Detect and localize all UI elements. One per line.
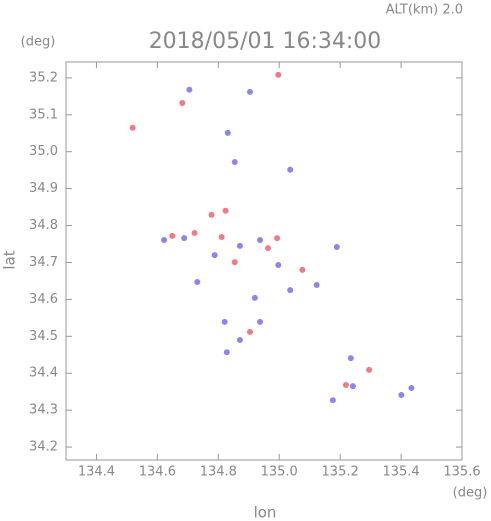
echo-point [246, 88, 253, 95]
echo-point [221, 318, 228, 325]
echo-point [287, 287, 294, 294]
echo-point [257, 318, 264, 325]
echo-point [275, 262, 282, 269]
y-tick-label: 35.2 [29, 70, 58, 85]
y-tick-label: 34.8 [29, 218, 58, 233]
altitude-label: ALT(km) 2.0 [386, 3, 463, 18]
x-tick-label: 135.0 [261, 465, 298, 480]
echo-point [274, 235, 281, 242]
echo-point [161, 236, 168, 243]
echo-point [186, 86, 193, 93]
y-tick-label: 34.9 [29, 181, 58, 196]
echo-point [218, 234, 225, 241]
y-tick-label: 35.1 [29, 107, 58, 122]
echo-point [246, 328, 253, 335]
echo-point [169, 232, 176, 239]
echo-point [236, 242, 243, 249]
x-tick-label: 134.4 [78, 465, 115, 480]
echo-point [179, 99, 186, 106]
echo-point [313, 281, 320, 288]
echo-point [251, 294, 258, 301]
echo-point [287, 166, 294, 173]
y-axis-label: lat [1, 250, 19, 269]
echo-point [333, 243, 340, 250]
echo-point [211, 252, 218, 259]
x-unit: (deg) [453, 486, 488, 501]
echo-point [257, 236, 264, 243]
echo-point [223, 349, 230, 356]
echo-point [231, 159, 238, 166]
echo-point [231, 259, 238, 266]
echo-point [349, 383, 356, 390]
echo-point [366, 366, 373, 373]
echo-point [129, 124, 136, 131]
chart-title: 2018/05/01 16:34:00 [149, 29, 382, 54]
x-tick-label: 135.6 [443, 465, 480, 480]
echo-point [408, 385, 415, 392]
x-tick-label: 134.6 [139, 465, 176, 480]
echo-point [208, 211, 215, 218]
echo-point [299, 266, 306, 273]
x-axis-label: lon [254, 504, 277, 521]
y-unit: (deg) [21, 35, 56, 50]
echo-point [224, 129, 231, 136]
y-tick-label: 34.6 [29, 292, 58, 307]
echo-point [191, 229, 198, 236]
echo-point [194, 279, 201, 286]
y-tick-label: 34.2 [29, 440, 58, 455]
echo-point [222, 207, 229, 214]
y-tick-label: 34.4 [29, 366, 58, 381]
y-tick-label: 35.0 [29, 144, 58, 159]
echo-point [264, 245, 271, 252]
x-tick-label: 135.2 [322, 465, 359, 480]
echo-point [398, 392, 405, 399]
echo-point [347, 355, 354, 362]
y-tick-label: 34.5 [29, 329, 58, 344]
echo-point [181, 235, 188, 242]
echo-point [275, 71, 282, 78]
plot-frame [65, 61, 463, 461]
x-tick-label: 135.4 [382, 465, 419, 480]
echo-point [342, 382, 349, 389]
echo-point [236, 337, 243, 344]
x-tick-label: 134.8 [200, 465, 237, 480]
y-tick-label: 34.7 [29, 255, 58, 270]
y-tick-label: 34.3 [29, 403, 58, 418]
echo-point [329, 397, 336, 404]
